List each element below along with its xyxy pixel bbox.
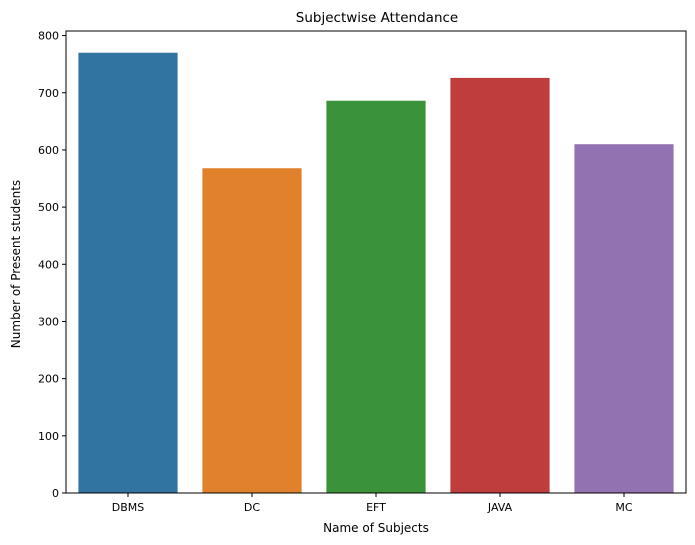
y-tick-label: 700 [38,87,59,100]
x-axis: DBMS DC EFT JAVA MC [112,493,633,514]
bars-group [78,52,674,494]
y-axis: 0 100 200 300 400 500 600 700 800 [38,30,66,500]
bar-java [450,77,550,493]
x-tick-label: DBMS [112,501,145,514]
y-tick-label: 600 [38,144,59,157]
y-tick-label: 400 [38,258,59,271]
y-axis-title: Number of Present students [9,180,23,348]
bar-dc [202,168,302,493]
x-tick-label: DC [244,501,260,514]
y-tick-label: 500 [38,201,59,214]
chart-title: Subjectwise Attendance [296,10,458,26]
bar-eft [326,100,426,494]
x-tick-label: MC [615,501,632,514]
x-tick-label: JAVA [487,501,513,514]
y-tick-label: 0 [52,487,59,500]
y-tick-label: 300 [38,315,59,328]
bar-dbms [78,52,178,493]
y-tick-label: 200 [38,373,59,386]
x-axis-title: Name of Subjects [323,521,429,535]
plot-frame [65,30,687,494]
bar-mc [574,144,674,493]
y-tick-label: 800 [38,30,59,43]
y-tick-label: 100 [38,430,59,443]
x-tick-label: EFT [366,501,386,514]
